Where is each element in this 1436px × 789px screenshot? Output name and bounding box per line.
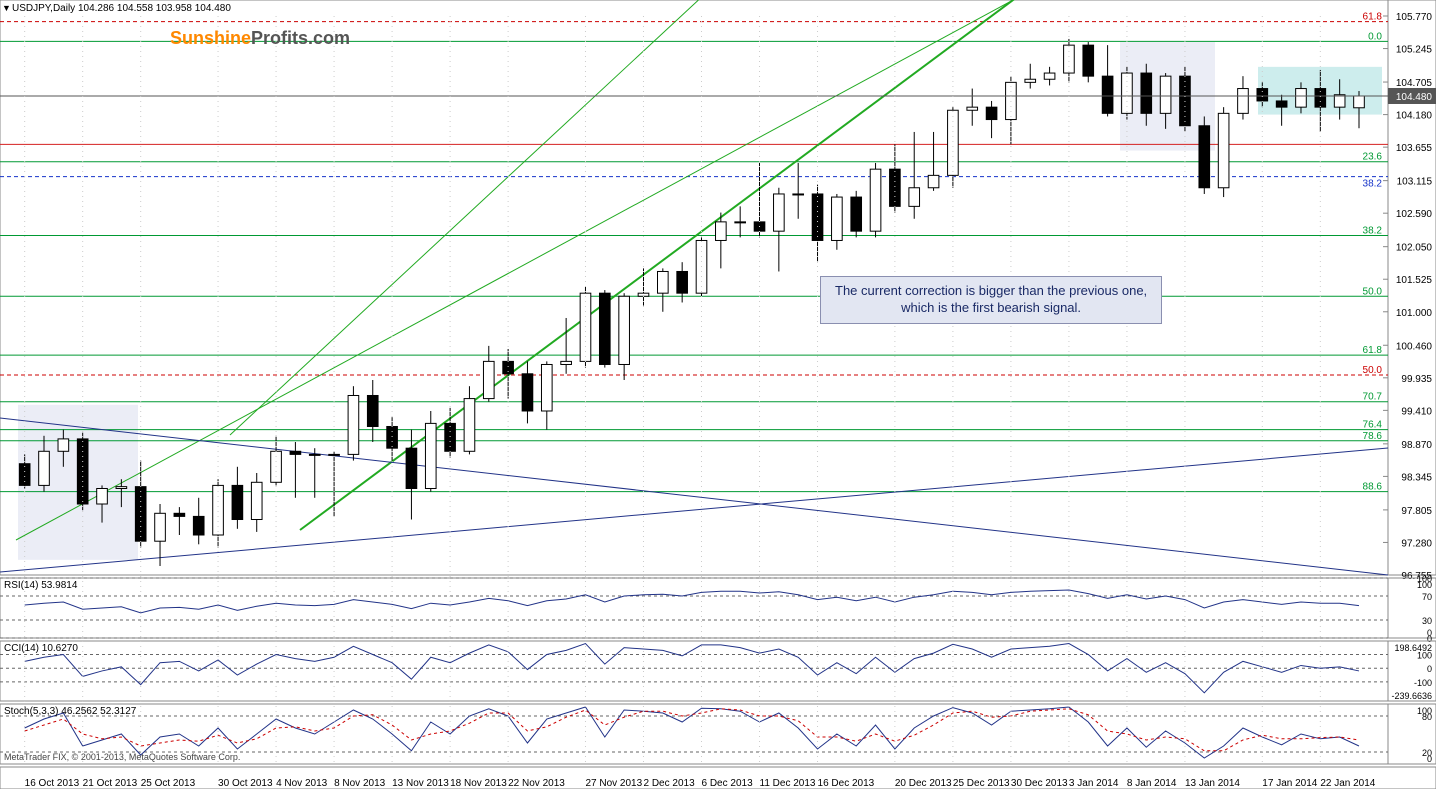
svg-text:4 Nov 2013: 4 Nov 2013 bbox=[276, 778, 328, 789]
svg-text:27 Nov 2013: 27 Nov 2013 bbox=[585, 778, 642, 789]
copyright-label: MetaTrader FIX, © 2001-2013, MetaQuotes … bbox=[4, 752, 240, 762]
ohlc-values: 104.286 104.558 103.958 104.480 bbox=[78, 3, 231, 14]
svg-text:16 Dec 2013: 16 Dec 2013 bbox=[818, 778, 875, 789]
svg-text:105.770: 105.770 bbox=[1396, 12, 1433, 23]
svg-text:8 Jan 2014: 8 Jan 2014 bbox=[1127, 778, 1177, 789]
svg-text:61.8: 61.8 bbox=[1363, 345, 1383, 356]
svg-text:98.345: 98.345 bbox=[1401, 472, 1432, 483]
svg-text:102.590: 102.590 bbox=[1396, 209, 1433, 220]
svg-text:21 Oct 2013: 21 Oct 2013 bbox=[83, 778, 138, 789]
svg-text:22 Nov 2013: 22 Nov 2013 bbox=[508, 778, 565, 789]
svg-text:8 Nov 2013: 8 Nov 2013 bbox=[334, 778, 386, 789]
svg-text:0: 0 bbox=[1427, 664, 1432, 674]
svg-text:104.180: 104.180 bbox=[1396, 111, 1433, 122]
svg-text:20 Dec 2013: 20 Dec 2013 bbox=[895, 778, 952, 789]
svg-text:97.805: 97.805 bbox=[1401, 506, 1432, 517]
svg-text:0: 0 bbox=[1427, 754, 1432, 764]
svg-text:0: 0 bbox=[1427, 628, 1432, 638]
svg-text:198.6492: 198.6492 bbox=[1394, 643, 1432, 653]
stoch-label: Stoch(5,3,3) 46.2562 52.3127 bbox=[4, 706, 136, 717]
annotation-line2: which is the first bearish signal. bbox=[901, 300, 1081, 315]
chart-svg[interactable]: 105.770 105.245 104.705 104.180 103.655 103.1… bbox=[0, 0, 1436, 789]
svg-text:99.410: 99.410 bbox=[1401, 406, 1432, 417]
svg-text:50.0: 50.0 bbox=[1363, 286, 1383, 297]
watermark-suffix: Profits.com bbox=[251, 28, 350, 48]
svg-text:50.0: 50.0 bbox=[1363, 365, 1383, 376]
svg-text:0.0: 0.0 bbox=[1368, 31, 1382, 42]
cci-label: CCI(14) 10.6270 bbox=[4, 643, 78, 654]
svg-text:88.6: 88.6 bbox=[1363, 482, 1383, 493]
annotation-line1: The current correction is bigger than th… bbox=[835, 283, 1147, 298]
svg-text:13 Nov 2013: 13 Nov 2013 bbox=[392, 778, 449, 789]
svg-text:17 Jan 2014: 17 Jan 2014 bbox=[1262, 778, 1317, 789]
svg-text:102.050: 102.050 bbox=[1396, 243, 1433, 254]
svg-text:103.655: 103.655 bbox=[1396, 143, 1433, 154]
svg-text:38.2: 38.2 bbox=[1363, 226, 1383, 237]
svg-text:30 Dec 2013: 30 Dec 2013 bbox=[1011, 778, 1068, 789]
chart-root: 105.770 105.245 104.705 104.180 103.655 103.1… bbox=[0, 0, 1436, 789]
svg-text:70: 70 bbox=[1422, 592, 1432, 602]
symbol-header: USDJPY,Daily 104.286 104.558 103.958 104… bbox=[12, 3, 231, 14]
svg-text:98.870: 98.870 bbox=[1401, 440, 1432, 451]
svg-text:99.935: 99.935 bbox=[1401, 374, 1432, 385]
svg-text:3 Jan 2014: 3 Jan 2014 bbox=[1069, 778, 1119, 789]
svg-text:97.280: 97.280 bbox=[1401, 538, 1432, 549]
svg-text:18 Nov 2013: 18 Nov 2013 bbox=[450, 778, 507, 789]
annotation-box: The current correction is bigger than th… bbox=[820, 276, 1162, 324]
svg-text:104.480: 104.480 bbox=[1396, 92, 1433, 103]
svg-text:11 Dec 2013: 11 Dec 2013 bbox=[760, 778, 816, 789]
svg-text:16 Oct 2013: 16 Oct 2013 bbox=[25, 778, 80, 789]
svg-text:13 Jan 2014: 13 Jan 2014 bbox=[1185, 778, 1240, 789]
svg-text:6 Dec 2013: 6 Dec 2013 bbox=[702, 778, 754, 789]
watermark-prefix: Sunshine bbox=[170, 28, 251, 48]
svg-text:38.2: 38.2 bbox=[1363, 179, 1383, 190]
svg-text:103.115: 103.115 bbox=[1397, 177, 1433, 188]
svg-text:22 Jan 2014: 22 Jan 2014 bbox=[1320, 778, 1375, 789]
svg-text:101.000: 101.000 bbox=[1396, 308, 1433, 319]
svg-text:100: 100 bbox=[1417, 580, 1432, 590]
svg-text:30: 30 bbox=[1422, 616, 1432, 626]
dropdown-icon[interactable]: ▼ bbox=[2, 3, 11, 13]
svg-text:23.6: 23.6 bbox=[1363, 152, 1383, 163]
svg-text:100: 100 bbox=[1417, 706, 1432, 716]
svg-text:25 Dec 2013: 25 Dec 2013 bbox=[953, 778, 1010, 789]
symbol-name: USDJPY,Daily bbox=[12, 3, 75, 14]
svg-text:101.525: 101.525 bbox=[1396, 275, 1433, 286]
svg-text:105.245: 105.245 bbox=[1396, 45, 1433, 56]
svg-text:25 Oct 2013: 25 Oct 2013 bbox=[141, 778, 196, 789]
watermark: SunshineProfits.com bbox=[170, 28, 350, 49]
svg-text:76.4: 76.4 bbox=[1363, 420, 1383, 431]
svg-text:104.705: 104.705 bbox=[1396, 78, 1433, 89]
svg-text:70.7: 70.7 bbox=[1363, 392, 1383, 403]
svg-text:61.8: 61.8 bbox=[1363, 12, 1383, 23]
svg-text:78.6: 78.6 bbox=[1363, 431, 1383, 442]
svg-text:-100: -100 bbox=[1414, 678, 1432, 688]
svg-text:100.460: 100.460 bbox=[1396, 341, 1433, 352]
rsi-label: RSI(14) 53.9814 bbox=[4, 580, 77, 591]
svg-text:-239.6636: -239.6636 bbox=[1391, 691, 1432, 701]
svg-text:30 Oct 2013: 30 Oct 2013 bbox=[218, 778, 273, 789]
svg-text:2 Dec 2013: 2 Dec 2013 bbox=[643, 778, 695, 789]
